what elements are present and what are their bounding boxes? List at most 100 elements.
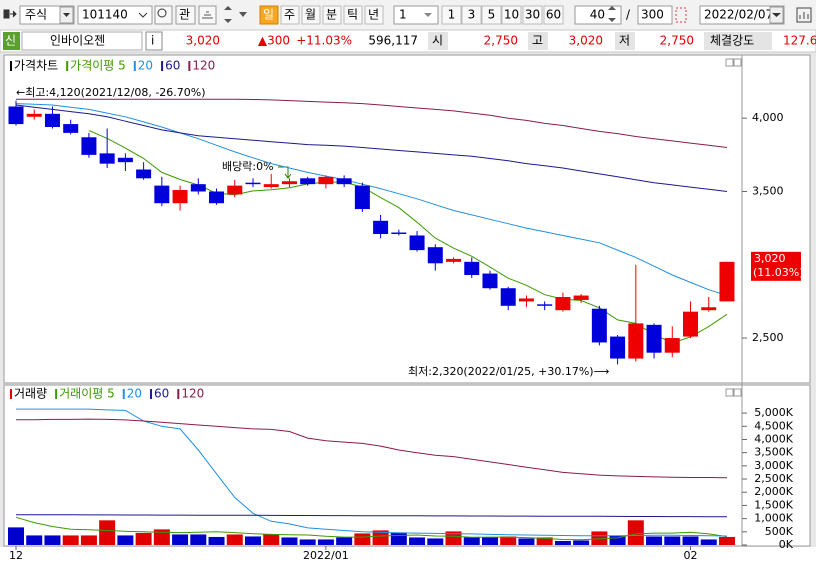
grid-icon[interactable] (675, 7, 687, 23)
info-button[interactable] (145, 31, 163, 51)
candle-body (136, 169, 152, 179)
high: 3,020 (569, 34, 603, 48)
y-tick-label: 500K (765, 525, 794, 538)
spinner[interactable] (608, 6, 616, 22)
minute-label: 60 (546, 8, 561, 22)
dividend-arrow (278, 166, 292, 179)
separator: / (626, 8, 631, 22)
legend-label: 가격이평 5 (70, 59, 126, 73)
candle-body (500, 288, 516, 306)
price-panel (3, 54, 811, 384)
candle-body (209, 191, 225, 204)
y-tick-label: 2,000K (754, 485, 793, 498)
y-tick-label: 2,500K (754, 472, 793, 485)
volume-chart: 거래량 거래이평 5 20 60 120 0K500K1,000K1,500K2,000K… (8, 387, 794, 562)
menu-icon[interactable] (3, 9, 17, 19)
volume-bar (409, 537, 426, 545)
candle-body (245, 182, 261, 185)
volume-bar (208, 536, 225, 545)
minute-button[interactable] (481, 5, 502, 25)
spinner[interactable] (224, 6, 232, 23)
candle-body (8, 106, 24, 125)
candle-body (391, 232, 407, 234)
label-bg (528, 32, 548, 50)
candle-body (26, 113, 42, 117)
volume-panel (3, 384, 811, 547)
legend-marker (10, 389, 12, 399)
strength-label: 체결강도 (710, 34, 754, 48)
volume-bar (62, 535, 79, 545)
watch-button[interactable] (175, 5, 196, 25)
candle-body (154, 185, 170, 204)
ma-line (15, 516, 728, 541)
minute-button[interactable] (461, 5, 482, 25)
minute-button[interactable] (501, 5, 522, 25)
ma-line (15, 104, 728, 192)
code-input[interactable] (77, 5, 153, 25)
volume: 596,117 (368, 34, 418, 48)
minute-button[interactable] (543, 5, 564, 25)
name-box (21, 31, 143, 51)
panel-buttons[interactable] (725, 58, 742, 67)
period-tab[interactable] (259, 5, 279, 25)
tool-icon (202, 11, 213, 19)
volume-bar (573, 540, 590, 545)
period-tab[interactable] (322, 5, 342, 25)
legend-marker (66, 61, 69, 71)
chart-title: 가격차트 (14, 59, 58, 73)
period-tab[interactable] (364, 5, 384, 25)
volume-bar (554, 540, 571, 545)
minute-label: 30 (525, 8, 540, 22)
candle-body (701, 307, 717, 311)
arrow[interactable] (239, 12, 247, 17)
legend-label: 20 (127, 387, 142, 401)
minute-label: 3 (468, 8, 476, 22)
period-label: 년 (368, 8, 379, 22)
candle-body (281, 181, 297, 185)
volume-bar (190, 534, 207, 545)
candle-body (555, 297, 571, 311)
badge: 신 (5, 34, 16, 48)
volume-bar (336, 537, 353, 545)
info: i (151, 34, 154, 48)
low: 2,750 (660, 34, 694, 48)
volume-bar (536, 537, 553, 545)
arrow (138, 12, 148, 18)
candle-body (44, 113, 60, 128)
y-tick-label: 4,500K (754, 419, 793, 432)
candle-body (446, 258, 462, 262)
candle-body (263, 184, 279, 188)
volume-bar (390, 532, 407, 545)
volume-bar (244, 536, 261, 545)
minute-button[interactable] (441, 5, 462, 25)
volume-bar (44, 535, 61, 545)
period-label: 분 (326, 8, 337, 22)
change: ▲300 (258, 34, 290, 48)
candle-body (409, 235, 425, 251)
watch: 관 (179, 8, 190, 22)
search-button[interactable] (154, 5, 173, 25)
period-tab[interactable] (280, 5, 300, 25)
y-tick-label: 5,000K (754, 406, 793, 419)
chart-icon[interactable] (796, 7, 812, 23)
ma-line (15, 103, 728, 296)
code: 101140 (82, 8, 128, 22)
strength: 127.6 (783, 34, 816, 48)
date-select[interactable] (699, 5, 785, 25)
legend-label: 20 (138, 59, 153, 73)
candle-body (518, 298, 534, 302)
low-label: 저 (619, 34, 630, 48)
candle-body (591, 308, 607, 343)
volume-bar (172, 534, 189, 545)
x-tick-label: 12 (9, 549, 23, 562)
unit-select[interactable] (393, 5, 439, 25)
panel-buttons[interactable] (725, 388, 742, 397)
period-tab[interactable] (343, 5, 363, 25)
high-label: 고 (532, 34, 543, 48)
last-rate: (11.03%) (753, 266, 804, 279)
period-tab[interactable] (301, 5, 321, 25)
y-tick-label: 2,500 (752, 331, 784, 344)
legend-label: 60 (165, 59, 180, 73)
minute-button[interactable] (522, 5, 543, 25)
candle-body (190, 184, 206, 192)
